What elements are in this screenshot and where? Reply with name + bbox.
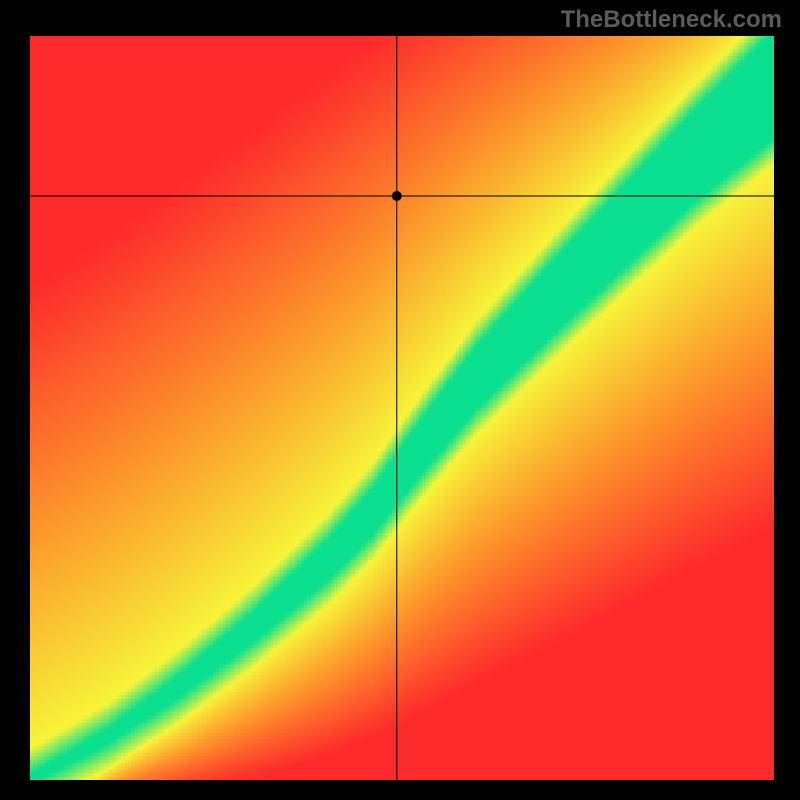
chart-container: TheBottleneck.com [0, 0, 800, 800]
heatmap-canvas [30, 36, 774, 780]
watermark-text: TheBottleneck.com [561, 6, 782, 34]
